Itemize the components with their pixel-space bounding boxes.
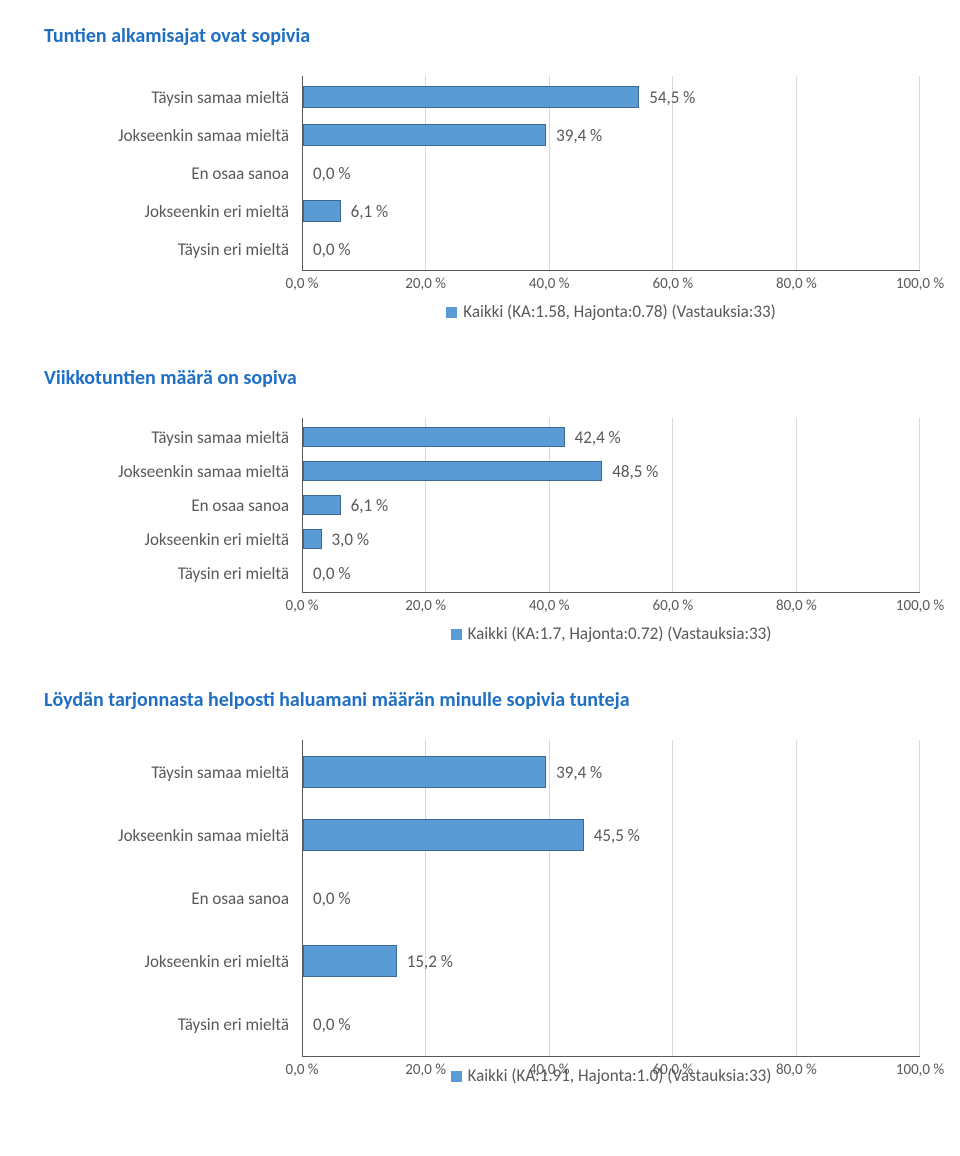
bar [303,945,397,978]
x-tick-label: 40,0 % [529,275,570,293]
bar [303,200,341,222]
chart-legend: Kaikki (KA:1.91, Hajonta:1.0) (Vastauksi… [302,1065,920,1086]
x-ticks: 0,0 %20,0 %40,0 %60,0 %80,0 %100,0 % [302,593,920,615]
chart-wrap: Täysin samaa mieltä54,5 %Jokseenkin sama… [40,76,920,322]
bar [303,819,584,852]
chart-plot: Täysin samaa mieltä42,4 %Jokseenkin sama… [302,418,920,593]
bar-row: Jokseenkin eri mieltä6,1 % [303,192,920,230]
bar-row: Täysin samaa mieltä39,4 % [303,741,920,804]
bar [303,86,639,108]
x-tick-label: 80,0 % [776,597,817,615]
bar-value-label: 0,0 % [313,1014,350,1035]
bar-value-label: 6,1 % [351,201,388,222]
legend-swatch [451,629,462,640]
legend-text: Kaikki (KA:1.58, Hajonta:0.78) (Vastauks… [463,301,775,322]
x-tick-label: 40,0 % [529,597,570,615]
category-label: Jokseenkin eri mieltä [145,201,303,222]
bar-value-label: 6,1 % [351,495,388,516]
bar-row: Jokseenkin samaa mieltä45,5 % [303,804,920,867]
x-ticks: 0,0 %20,0 %40,0 %60,0 %80,0 %100,0 % [302,271,920,293]
category-label: Täysin eri mieltä [178,239,303,260]
category-label: Jokseenkin samaa mieltä [118,125,303,146]
chart-plot: Täysin samaa mieltä39,4 %Jokseenkin sama… [302,740,920,1057]
category-label: En osaa sanoa [191,888,303,909]
bar-value-label: 0,0 % [313,888,350,909]
chart-legend: Kaikki (KA:1.58, Hajonta:0.78) (Vastauks… [302,301,920,322]
category-label: En osaa sanoa [191,495,303,516]
x-tick-label: 0,0 % [285,275,318,293]
x-tick-label: 100,0 % [896,275,944,293]
x-tick-label: 20,0 % [405,597,446,615]
bar-value-label: 48,5 % [612,461,658,482]
chart-rows: Täysin samaa mieltä42,4 %Jokseenkin sama… [303,418,920,590]
chart-rows: Täysin samaa mieltä54,5 %Jokseenkin sama… [303,76,920,268]
x-tick-label: 100,0 % [896,597,944,615]
bar-row: Täysin eri mieltä0,0 % [303,556,920,590]
bar [303,124,546,146]
legend-text: Kaikki (KA:1.91, Hajonta:1.0) (Vastauksi… [468,1065,772,1086]
bar-value-label: 0,0 % [313,239,350,260]
bar-row: Jokseenkin eri mieltä15,2 % [303,930,920,993]
category-label: Täysin samaa mieltä [151,427,303,448]
bar-row: Täysin eri mieltä0,0 % [303,993,920,1056]
bar [303,461,602,481]
bar-value-label: 42,4 % [575,427,621,448]
bar-row: En osaa sanoa0,0 % [303,154,920,192]
chart-wrap: Täysin samaa mieltä39,4 %Jokseenkin sama… [40,740,920,1087]
bar-row: Täysin samaa mieltä42,4 % [303,420,920,454]
category-label: Täysin eri mieltä [178,563,303,584]
bar [303,529,322,549]
category-label: Jokseenkin samaa mieltä [118,825,303,846]
chart-wrap: Täysin samaa mieltä42,4 %Jokseenkin sama… [40,418,920,644]
bar-row: Jokseenkin samaa mieltä39,4 % [303,116,920,154]
x-tick-label: 20,0 % [405,275,446,293]
chart-legend: Kaikki (KA:1.7, Hajonta:0.72) (Vastauksi… [302,623,920,644]
x-tick-label: 60,0 % [652,597,693,615]
bar-value-label: 3,0 % [332,529,369,550]
x-tick-label: 0,0 % [285,597,318,615]
chart-title: Löydän tarjonnasta helposti haluamani mä… [40,688,920,712]
legend-text: Kaikki (KA:1.7, Hajonta:0.72) (Vastauksi… [468,623,772,644]
bar [303,756,546,789]
bar-row: En osaa sanoa0,0 % [303,867,920,930]
chart-title: Tuntien alkamisajat ovat sopivia [40,24,920,48]
legend-swatch [451,1071,462,1082]
x-tick-label: 60,0 % [652,275,693,293]
category-label: Täysin samaa mieltä [151,87,303,108]
bar-value-label: 54,5 % [649,87,695,108]
bar-value-label: 0,0 % [313,163,350,184]
chart-plot: Täysin samaa mieltä54,5 %Jokseenkin sama… [302,76,920,271]
bar-row: Jokseenkin samaa mieltä48,5 % [303,454,920,488]
category-label: Täysin eri mieltä [178,1014,303,1035]
category-label: En osaa sanoa [191,163,303,184]
bar-value-label: 39,4 % [556,762,602,783]
bar [303,495,341,515]
x-tick-label: 80,0 % [776,275,817,293]
bar-value-label: 15,2 % [407,951,453,972]
bar-value-label: 0,0 % [313,563,350,584]
chart-block: Tuntien alkamisajat ovat sopivia Täysin s… [40,24,920,322]
category-label: Täysin samaa mieltä [151,762,303,783]
chart-title: Viikkotuntien määrä on sopiva [40,366,920,390]
category-label: Jokseenkin eri mieltä [145,951,303,972]
bar-row: Jokseenkin eri mieltä3,0 % [303,522,920,556]
ticks-legend-overlay: 0,0 %20,0 %40,0 %60,0 %80,0 %100,0 %Kaik… [302,1057,920,1087]
bar-row: Täysin samaa mieltä54,5 % [303,78,920,116]
bar-value-label: 39,4 % [556,125,602,146]
category-label: Jokseenkin samaa mieltä [118,461,303,482]
chart-block: Löydän tarjonnasta helposti haluamani mä… [40,688,920,1087]
bar-value-label: 45,5 % [594,825,640,846]
bar [303,427,565,447]
bar-row: Täysin eri mieltä0,0 % [303,230,920,268]
bar-row: En osaa sanoa6,1 % [303,488,920,522]
chart-block: Viikkotuntien määrä on sopiva Täysin sama… [40,366,920,644]
legend-swatch [446,307,457,318]
chart-rows: Täysin samaa mieltä39,4 %Jokseenkin sama… [303,740,920,1056]
category-label: Jokseenkin eri mieltä [145,529,303,550]
